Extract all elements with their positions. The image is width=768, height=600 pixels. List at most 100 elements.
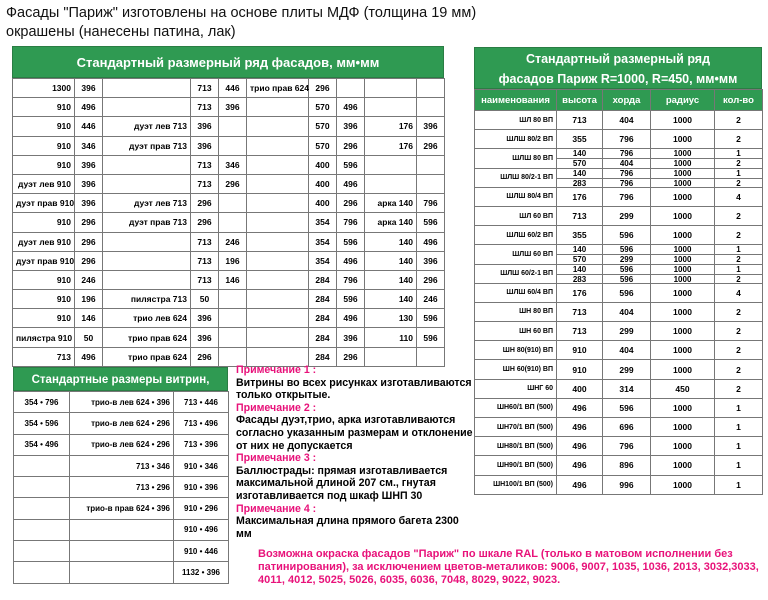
table-cell [13,497,70,520]
table-cell: 1 [714,416,763,438]
table-row: ШЛШ 80/2-1 ВП 140 283 796 796 1000 1000 1 2 [474,167,763,188]
table-cell: 796 [602,129,651,150]
table-cell: дуэт прав 713 [102,135,191,156]
table-cell: 1000 [650,205,715,227]
split-cell: 796 796 [602,167,651,188]
item-name: ШН70/1 ВП (500) [474,416,557,438]
facade-sizes-grid: 1300 396 713 446 трио прав 624 296 910 496 713 39… [12,77,445,367]
table-cell: 446 [74,116,103,137]
split-cell: 596 299 [602,244,651,265]
table-row: 713 • 346 910 • 346 [13,454,229,478]
table-cell [218,289,247,310]
table-cell: 296 [190,346,219,367]
table-cell: 713 • 446 [173,390,229,414]
table-cell: 796 [416,193,445,214]
table-cell [102,173,191,195]
table-cell: 299 [602,321,651,342]
table-cell: 346 [218,154,247,175]
table-row: 1132 • 396 [13,561,229,584]
table-cell [218,193,247,214]
table-cell: 396 [218,97,247,118]
table-cell: 596 [602,282,651,303]
table-cell: 299 [602,205,651,227]
table-cell: 299 [602,359,651,380]
table-cell: 146 [74,308,103,329]
item-name: ШЛШ 60/2 ВП [474,225,557,246]
table-cell: 354 [308,212,337,233]
table-row: 910 • 496 [13,518,229,542]
table-row: ШН 80 ВП 713 404 1000 2 [474,301,763,323]
table-cell: 296 [218,173,247,195]
table-cell: трио-в лев 624 • 296 [69,433,174,456]
table-row: ШЛШ 60 ВП 140 570 596 299 1000 1000 1 2 [474,244,763,265]
table-cell: 713 • 296 [69,476,174,499]
table-cell: 496 [556,474,603,495]
table-cell: 910 • 446 [173,540,229,563]
table-cell: 796 [336,212,365,233]
table-cell: 1 [714,397,763,419]
item-name: ШЛШ 80/2-1 ВП [474,167,557,188]
showcase-sizes-grid: 354 • 796 трио-в лев 624 • 396 713 • 446 35… [13,390,229,584]
table-cell: 140 [364,269,417,291]
table-cell: 354 • 496 [13,433,70,456]
table-cell: 296 [308,77,337,99]
table-cell: арка 140 [364,193,417,214]
table-cell: 404 [602,109,651,131]
table-cell: 354 • 596 [13,412,70,435]
item-name: ШН80/1 ВП (500) [474,436,557,457]
table-cell: 284 [308,308,337,329]
table-cell: 355 [556,225,603,246]
table-row: 910 146 трио лев 624 396 284 496 130 596 [12,308,445,329]
table-row: 910 196 пилястра 713 50 284 596 140 246 [12,289,445,310]
table-cell: трио прав 624 [102,346,191,367]
table-cell: 176 [364,116,417,137]
table-cell: 796 [336,269,365,291]
table-row: ШЛШ 60/2 ВП 355 596 1000 2 [474,225,763,246]
item-name: ШН 60 ВП [474,321,557,342]
table-cell: 284 [308,269,337,291]
table-cell: 2 [715,177,762,188]
item-name: ШНГ 60 [474,378,557,399]
table-cell: 130 [364,308,417,329]
radius-title-line-2: фасадов Париж R=1000, R=450, мм•мм [498,72,738,86]
table-cell: 400 [556,378,603,399]
note-3-title: Примечание 3 : [236,452,317,465]
table-cell: 1300 [12,77,75,99]
table-cell [246,173,309,195]
table-cell: арка 140 [364,212,417,233]
table-cell: 296 [74,250,103,271]
table-row: ШН60/1 ВП (500) 496 596 1000 1 [474,397,763,419]
showcase-sizes-table: Стандартные размеры витрин, мм•мм 354 • … [13,367,229,584]
table-cell: 570 [308,135,337,156]
table-cell: 404 [603,158,650,168]
table-cell: 196 [218,250,247,271]
table-cell: 396 [190,135,219,156]
table-row: 1300 396 713 446 трио прав 624 296 [12,77,445,99]
table-cell: 713 [190,97,219,118]
table-cell [416,154,445,175]
table-cell: 596 [416,327,445,348]
table-cell: 176 [556,282,603,303]
split-cell: 596 596 [602,263,651,284]
table-cell: 796 [619,149,634,159]
table-cell: 796 [603,177,650,188]
table-row: 713 496 трио прав 624 296 284 296 [12,346,445,367]
table-cell: 396 [190,308,219,329]
table-cell [246,289,309,310]
table-cell: 400 [308,154,337,175]
table-row: ШНГ 60 400 314 450 2 [474,378,763,399]
facade-sizes-title: Стандартный размерный ряд фасадов, мм•мм [12,46,444,78]
table-cell [102,97,191,118]
table-cell: 176 [364,135,417,156]
table-cell: 446 [218,77,247,99]
item-name: ШЛШ 80 ВП [474,148,557,169]
table-cell: 2 [715,158,762,168]
table-cell: 176 [556,186,603,207]
table-cell: 1000 [650,397,715,419]
table-cell: 396 [416,250,445,271]
table-cell: 713 [190,154,219,175]
table-cell [246,154,309,175]
table-cell: 355 [556,129,603,150]
table-cell: 1 [736,168,741,178]
